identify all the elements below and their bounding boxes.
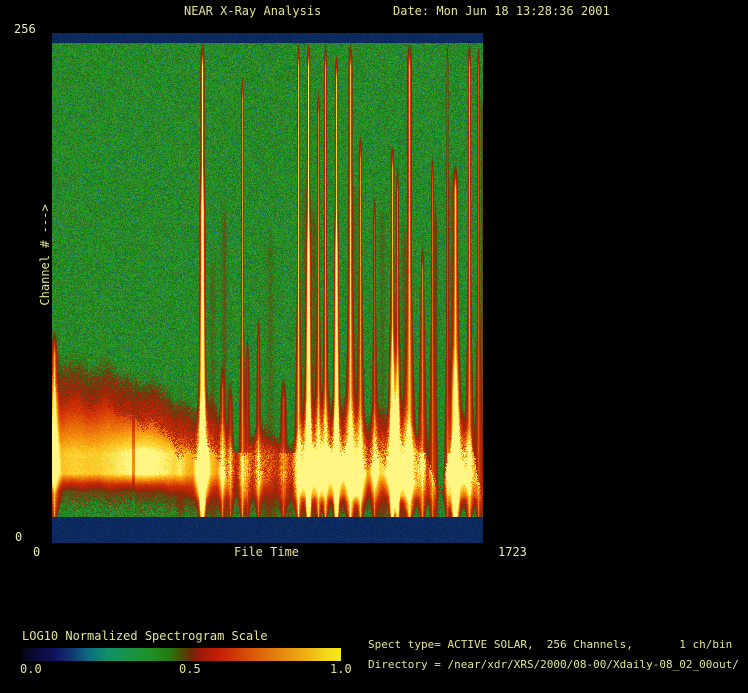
colorbar-tick-min: 0.0 [20, 662, 42, 676]
colorbar-tick-max: 1.0 [330, 662, 352, 676]
page-title: NEAR X-Ray Analysis [184, 4, 322, 18]
y-axis-max-label: 256 [14, 22, 36, 36]
colorbar-gradient [22, 648, 341, 661]
x-axis-max-label: 1723 [498, 545, 527, 559]
directory-line: Directory = /near/xdr/XRS/2000/08-00/Xda… [368, 658, 739, 671]
spect-type-line: Spect type= ACTIVE SOLAR, 256 Channels, … [368, 638, 733, 651]
date-label: Date: Mon Jun 18 13:28:36 2001 [393, 4, 610, 18]
colorbar-tick-mid: 0.5 [179, 662, 201, 676]
spectrogram-canvas [52, 33, 483, 543]
y-axis-min-label: 0 [15, 530, 23, 544]
x-axis-min-label: 0 [33, 545, 41, 559]
colorbar-title: LOG10 Normalized Spectrogram Scale [22, 629, 268, 643]
x-axis-title: File Time [234, 545, 300, 559]
y-axis-title: Channel # ---> [38, 204, 52, 306]
